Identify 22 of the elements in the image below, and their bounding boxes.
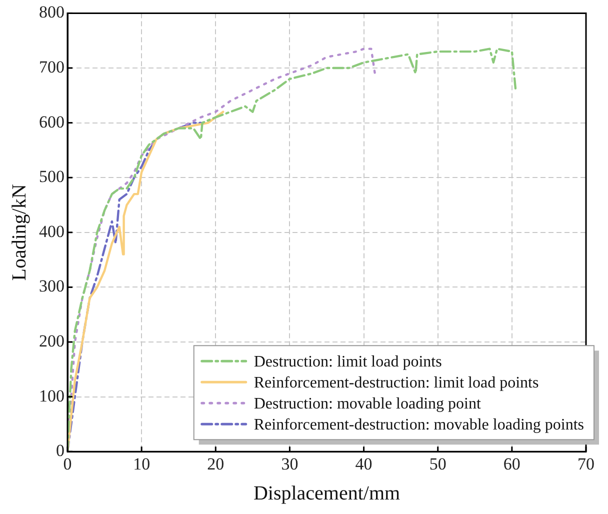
legend-label: Reinforcement-destruction: movable loading points: [254, 416, 584, 434]
legend-label: Destruction: movable loading point: [254, 395, 482, 412]
x-tick-label: 50: [429, 454, 446, 474]
y-axis-title: Loading/kN: [8, 184, 30, 281]
y-tick-label: 400: [39, 222, 64, 241]
y-tick-label: 700: [39, 57, 64, 76]
y-tick-label: 0: [56, 441, 64, 460]
x-tick-label: 20: [207, 454, 224, 474]
x-tick-label: 30: [281, 454, 298, 474]
y-tick-label: 500: [39, 167, 64, 186]
y-tick-label: 200: [39, 331, 64, 350]
y-tick-label: 600: [39, 112, 64, 132]
y-tick-label: 800: [39, 2, 64, 22]
x-tick-label: 70: [578, 454, 594, 474]
x-tick-label: 10: [133, 454, 150, 474]
x-tick-label: 60: [503, 454, 520, 474]
x-axis-title: Displacement/mm: [253, 482, 401, 504]
x-tick-label: 40: [355, 454, 372, 474]
legend-label: Reinforcement-destruction: limit load points: [254, 374, 539, 392]
legend-label: Destruction: limit load points: [254, 353, 442, 370]
y-tick-label: 300: [39, 276, 64, 296]
y-tick-label: 100: [39, 386, 64, 406]
